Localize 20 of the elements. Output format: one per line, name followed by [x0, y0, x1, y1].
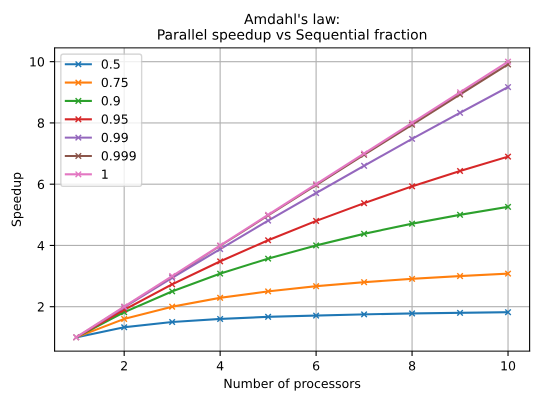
legend-label: 0.75 — [102, 78, 128, 88]
x-tick-label: 2 — [121, 361, 127, 370]
legend-label: 0.9 — [102, 96, 120, 106]
y-tick-label: 6 — [38, 180, 44, 190]
legend-label: 0.999 — [102, 151, 136, 161]
x-tick-label: 8 — [408, 361, 416, 371]
legend-label: 0.99 — [102, 132, 128, 142]
y-tick-label: 4 — [38, 241, 44, 250]
legend-label: 0.95 — [102, 114, 128, 124]
chart-title: Amdahl's law: Parallel speedup vs Sequential fraction — [158, 13, 426, 42]
y-tick-label: 10 — [30, 57, 44, 67]
x-axis-title: Number of processors — [224, 378, 360, 391]
legend-label: 1 — [102, 170, 108, 179]
y-axis-title: Speedup — [11, 172, 24, 226]
legend-label: 0.5 — [102, 59, 120, 69]
y-tick-label: 8 — [38, 118, 44, 128]
x-tick-label: 4 — [216, 361, 224, 370]
x-tick-label: 6 — [312, 361, 320, 371]
y-tick-label: 2 — [38, 302, 44, 312]
x-tick-label: 10 — [501, 361, 516, 371]
